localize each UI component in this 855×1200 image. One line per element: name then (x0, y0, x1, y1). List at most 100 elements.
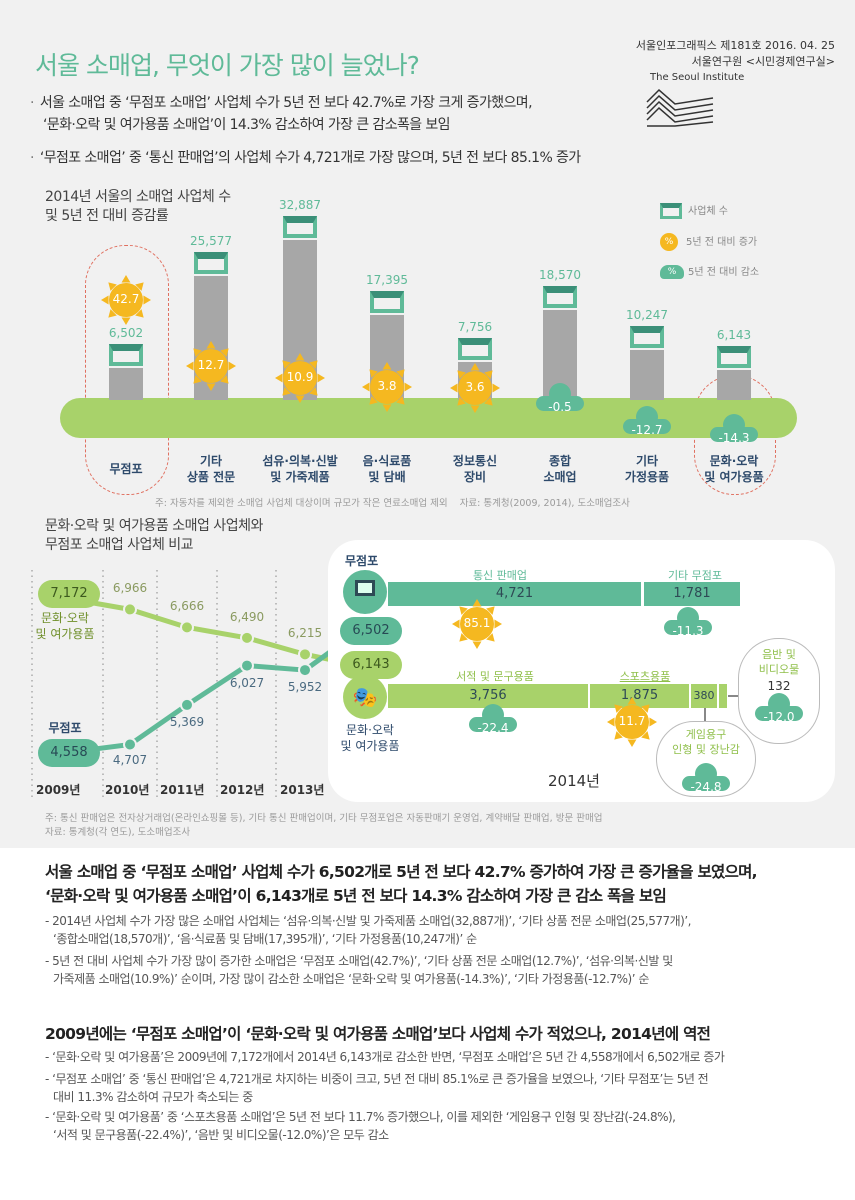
x-tick-label: 2011년 (160, 783, 205, 797)
change-label: -12.7 (631, 423, 663, 437)
store-icon (370, 291, 404, 314)
change-label: 12.7 (197, 358, 225, 372)
bullet-text: ‘무점포 소매업’ 중 ‘통신 판매업’의 사업체 수가 4,721개로 가장 … (39, 150, 581, 166)
series-start-pill: 7,172 (38, 580, 100, 608)
line-chart (31, 570, 340, 800)
change-label: -11.3 (672, 624, 704, 638)
org: 서울연구원 <시민경제연구실> (691, 55, 835, 68)
bar-value-label: 32,887 (279, 198, 321, 212)
sun-icon: % (660, 233, 678, 251)
legend-count: 사업체 수 (660, 202, 728, 219)
monitor-shape (355, 580, 375, 596)
change-label: 42.7 (112, 292, 140, 306)
summary-heading: 2009년에는 ‘무점포 소매업’이 ‘문화·오락 및 여가용품 소매업’보다 … (45, 1025, 711, 1043)
x-tick-label: 2013년 (280, 783, 325, 797)
cloud-icon (664, 607, 712, 635)
point-label: 5,369 (169, 714, 205, 729)
cloud-icon (623, 406, 671, 434)
series-line (59, 594, 340, 665)
footnote: 주: 통신 판매업은 전자상거래업(온라인쇼핑몰 등), 기타 통신 판매업이며… (45, 813, 603, 838)
bar (717, 370, 751, 400)
point-label: 6,490 (229, 609, 265, 624)
category-label-line: 음·식료품 (362, 454, 412, 468)
category-label-line: 소매업 (543, 470, 577, 484)
change-label: 85.1 (463, 616, 491, 630)
series-line (59, 641, 340, 756)
data-point (298, 647, 312, 662)
seoul-institute-logo (646, 88, 714, 127)
data-point (180, 620, 194, 635)
bar-segment: 1,875 (590, 684, 689, 708)
data-point (123, 602, 137, 617)
bar-value-label: 6,502 (108, 326, 144, 341)
store-icon (630, 326, 664, 349)
point-label: 6,666 (169, 599, 205, 614)
bar-segment: 380 (691, 684, 717, 708)
cloud-icon (755, 693, 803, 721)
store-icon (458, 338, 492, 361)
theater-masks-icon: 🎭 (343, 675, 387, 719)
change-label: -0.5 (548, 400, 572, 414)
sun-icon (607, 697, 657, 747)
category-label-line: 상품 전문 (186, 470, 236, 484)
series-label-culture: 문화·오락 및 여가용품 (35, 611, 95, 641)
change-label: 10.9 (286, 370, 314, 384)
bar-value-label: 25,577 (190, 233, 232, 248)
segment-name: 스포츠용품 (619, 670, 671, 683)
store-icon (283, 216, 317, 238)
category-label: 문화·오락 및 여가용품 (689, 453, 779, 485)
highlight-nonstore (85, 245, 169, 495)
sun-icon (452, 599, 502, 649)
bar-value-label: 10,247 (626, 308, 668, 323)
connector (728, 695, 738, 697)
data-point (123, 737, 137, 752)
callout-records (738, 638, 820, 744)
sun-icon (450, 363, 500, 413)
change-label: -22.4 (477, 721, 509, 735)
point-label: 6,215 (287, 626, 323, 641)
category-label-line: 정보통신 (452, 454, 498, 468)
sun-icon (186, 341, 236, 391)
cloud-icon: % (660, 265, 684, 279)
segment-name: 기타 무점포 (667, 569, 723, 582)
bullet-text: 서울 소매업 중 ‘무점포 소매업’ 사업체 수가 5년 전 보다 42.7%로… (39, 95, 533, 111)
cloud-icon (682, 763, 730, 791)
change-label: 11.7 (618, 714, 646, 728)
series-start-pill: 4,558 (38, 739, 100, 767)
category-label-line: 가정용품 (624, 470, 670, 484)
data-point (180, 697, 194, 712)
series-label-nonstore: 무점포 (48, 721, 82, 735)
store-icon (109, 344, 143, 367)
page-title: 서울 소매업, 무엇이 가장 많이 늘었나? (35, 51, 420, 80)
cloud-icon (536, 383, 584, 411)
bar-segment: 1,781 (644, 582, 740, 606)
store-icon (660, 203, 682, 219)
change-label: -12.0 (763, 710, 795, 724)
bar (630, 350, 664, 400)
connector (704, 708, 706, 722)
category-label-line: 장비 (463, 470, 487, 484)
bar-value-label: 7,756 (457, 320, 493, 335)
summary-1: 서울 소매업 중 ‘무점포 소매업’ 사업체 수가 6,502개로 5년 전 보… (45, 860, 758, 988)
bar (109, 368, 143, 400)
x-tick-label: 2009년 (36, 783, 81, 797)
category-label: 음·식료품 및 담배 (342, 453, 432, 485)
category-label: 섬유·의복·신발 및 가죽제품 (255, 453, 345, 485)
category-label-line: 기타 (199, 454, 223, 468)
category-label-line: 종합 (548, 454, 572, 468)
segment-name: 음반 및 비디오물 (758, 648, 800, 676)
point-label: 5,952 (287, 680, 323, 695)
segment-name: 서적 및 문구용품 (456, 670, 534, 683)
category-label-line: 문화·오락 (709, 454, 759, 468)
summary-heading: 서울 소매업 중 ‘무점포 소매업’ 사업체 수가 6,502개로 5년 전 보… (45, 863, 758, 881)
x-tick-label: 2012년 (220, 783, 265, 797)
change-label: -24.8 (690, 780, 722, 794)
category-label-line: 기타 (635, 454, 659, 468)
change-label: 3.6 (465, 380, 485, 394)
group-label-culture: 문화·오락 및 여가용품 (340, 723, 400, 753)
sun-icon (101, 275, 151, 325)
data-point (298, 663, 312, 678)
